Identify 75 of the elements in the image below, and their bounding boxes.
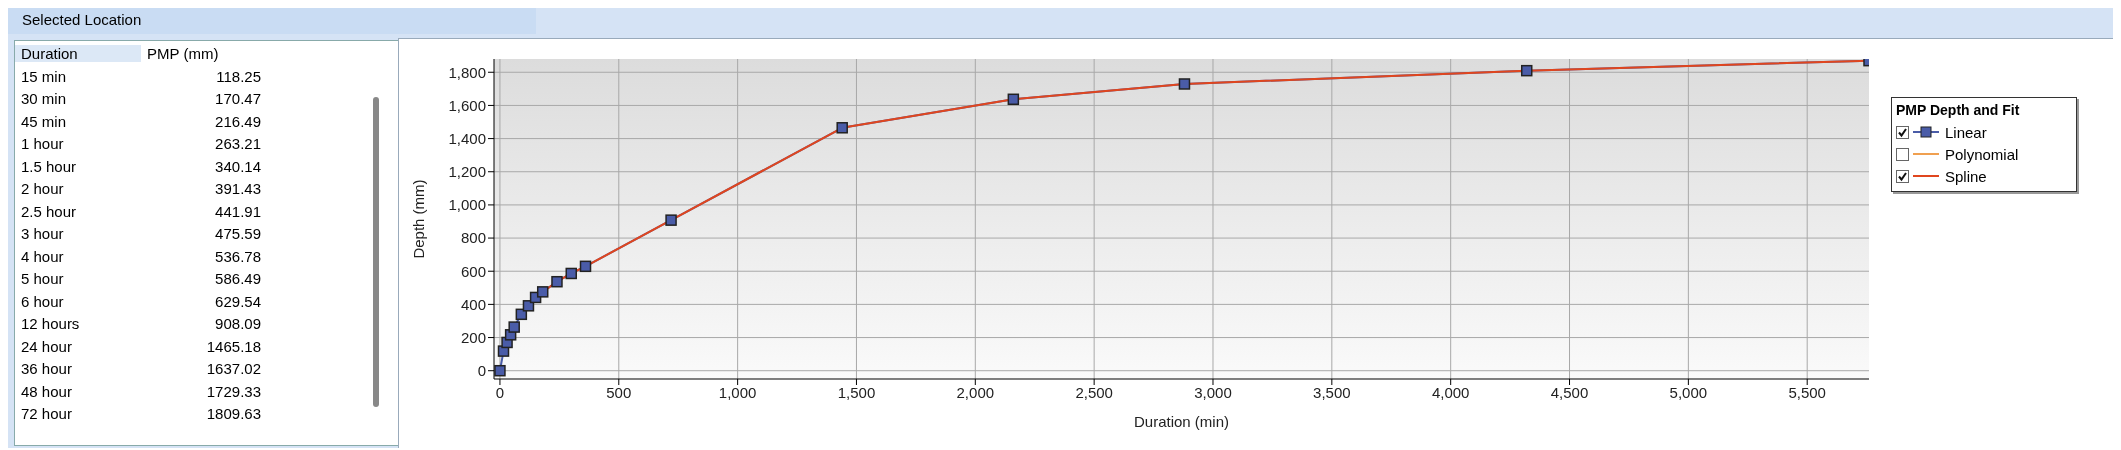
point	[1007, 93, 1020, 106]
data-label: 340.14	[214, 157, 261, 175]
point	[1520, 64, 1533, 77]
text: Selected Location	[8, 8, 536, 34]
category-label: 72 hour	[20, 405, 73, 423]
legend-label: Polynomial	[1945, 145, 2019, 163]
point	[551, 275, 563, 288]
x-tick-label: 3,000	[1194, 383, 1232, 401]
x-tick-label: 0	[495, 383, 505, 401]
x-tick-label: 5,500	[1788, 383, 1826, 401]
category-label: 1.5 hour	[20, 157, 78, 175]
y-tick-label: 600	[460, 262, 486, 280]
x-tick-label: 1,000	[718, 383, 757, 401]
data-label: 1465.18	[205, 337, 261, 355]
data-label: 1809.63	[205, 405, 261, 423]
category-label: 30 min	[20, 90, 68, 108]
y-tick-label: 0	[477, 362, 486, 380]
y-tick-label: 1,200	[448, 163, 486, 181]
data-label: 475.59	[214, 225, 261, 243]
x-tick-label: 500	[606, 383, 632, 401]
point	[1178, 78, 1191, 90]
category-label: 5 hour	[20, 270, 65, 288]
data-label: 629.54	[214, 292, 261, 310]
legend-title: PMP Depth and Fit	[1896, 102, 2021, 118]
x-tick-label: 5,000	[1669, 383, 1708, 401]
point	[494, 364, 506, 377]
category-label: 2 hour	[20, 180, 65, 198]
y-tick-label: 400	[460, 295, 486, 313]
y-tick-label: 1,000	[448, 196, 486, 214]
y-tick-label: 1,600	[448, 96, 486, 114]
category-label: 3 hour	[20, 225, 65, 243]
point	[565, 267, 577, 280]
category-label: 12 hours	[20, 315, 81, 333]
text: Duration	[15, 44, 141, 62]
y-axis-title: Depth (mm)	[410, 179, 428, 259]
point	[522, 300, 535, 312]
point	[665, 214, 677, 226]
y-tick-label: 1,800	[448, 63, 486, 81]
text: PMP (mm)	[146, 44, 220, 62]
data-label: 118.25	[215, 67, 261, 85]
data-label: 263.21	[214, 135, 261, 153]
point	[508, 321, 520, 333]
x-tick-label: 4,000	[1431, 383, 1470, 401]
point	[536, 286, 549, 298]
point	[836, 122, 848, 134]
category-label: 36 hour	[20, 360, 73, 378]
data-label: 391.43	[214, 180, 261, 198]
data-label: 216.49	[214, 112, 261, 130]
data-label: 170.47	[214, 90, 261, 108]
category-label: 6 hour	[20, 292, 65, 310]
category-label: 2.5 hour	[20, 202, 78, 220]
y-tick-label: 800	[460, 229, 486, 247]
y-tick-label: 1,400	[448, 129, 486, 147]
x-axis-title: Duration (min)	[1133, 413, 1230, 430]
data-label: 1729.33	[205, 382, 261, 400]
data-label: 908.09	[214, 315, 261, 333]
x-tick-label: 1,500	[837, 383, 876, 401]
x-tick-label: 4,500	[1550, 383, 1589, 401]
category-label: 1 hour	[20, 135, 65, 153]
legend-label: Spline	[1945, 167, 1987, 185]
data-label: 586.49	[214, 270, 261, 288]
x-tick-label: 2,500	[1075, 383, 1113, 401]
x-tick-label: 2,000	[956, 383, 995, 401]
point	[579, 260, 592, 273]
legend-label: Linear	[1945, 123, 1987, 141]
category-label: 15 min	[20, 67, 68, 85]
category-label: 4 hour	[20, 247, 65, 265]
x-tick-label: 3,500	[1313, 383, 1351, 401]
category-label: 45 min	[20, 112, 68, 130]
data-label: 536.78	[214, 247, 261, 265]
y-tick-label: 200	[460, 328, 486, 346]
category-label: 48 hour	[20, 382, 73, 400]
category-label: 24 hour	[20, 337, 73, 355]
data-label: 1637.02	[205, 360, 261, 378]
data-label: 441.91	[214, 202, 261, 220]
